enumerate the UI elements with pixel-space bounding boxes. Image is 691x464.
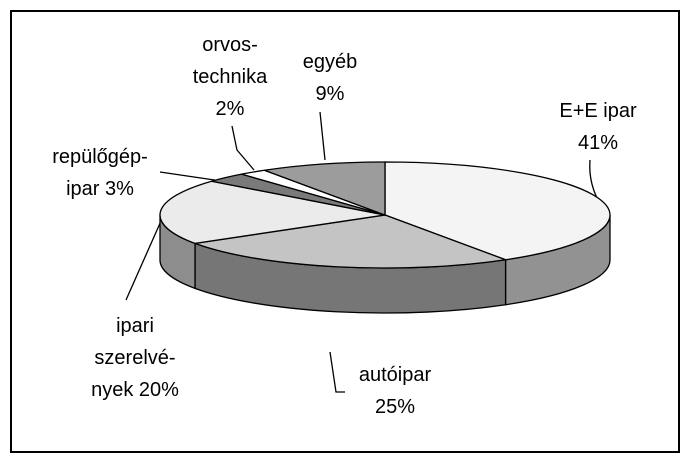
value-label: 20% bbox=[138, 379, 179, 401]
slice-label: ipari szerelvé- nyek 20% bbox=[91, 310, 179, 406]
value-label: 25% bbox=[374, 396, 416, 418]
pie-slice bbox=[159, 180, 386, 245]
category-label: egyéb bbox=[302, 51, 358, 73]
category-label: ipari szerelvé- nyek bbox=[91, 315, 176, 401]
pie bbox=[159, 161, 611, 314]
value-label: 9% bbox=[315, 83, 345, 105]
value-label: 3% bbox=[105, 178, 134, 200]
leader-line bbox=[231, 125, 255, 171]
slice-label: egyéb 9% bbox=[303, 46, 358, 110]
leader-line bbox=[319, 111, 326, 161]
pie-slice bbox=[194, 214, 506, 269]
slice-label: repülőgép- ipar 3% bbox=[52, 141, 148, 205]
leader-line bbox=[125, 211, 166, 301]
leader-line bbox=[329, 351, 345, 393]
category-label: repülőgép- ipar bbox=[52, 146, 148, 200]
slice-label: orvos- technika 2% bbox=[193, 29, 268, 125]
value-label: 41% bbox=[577, 132, 619, 154]
slice-label: autóipar 25% bbox=[359, 359, 431, 423]
category-label: autóipar bbox=[358, 364, 432, 386]
value-label: 2% bbox=[215, 98, 245, 120]
pie-slice bbox=[264, 161, 386, 216]
category-label: orvos- technika bbox=[192, 34, 268, 88]
slice-label: E+E ipar 41% bbox=[559, 95, 636, 159]
category-label: E+E ipar bbox=[559, 100, 637, 122]
